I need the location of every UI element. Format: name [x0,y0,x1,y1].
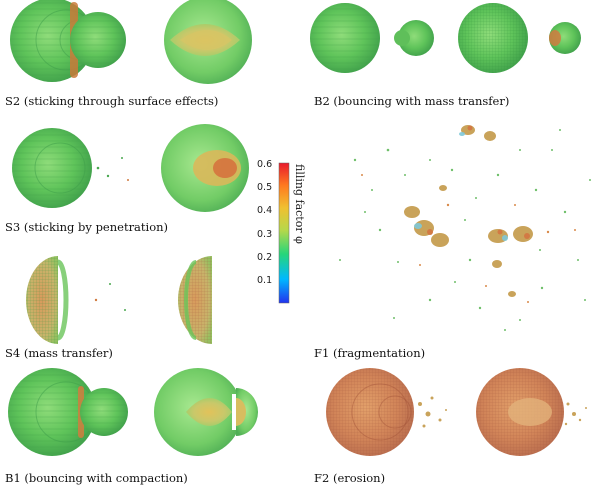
panel-F1-image [339,125,591,331]
colorbar [278,162,290,304]
panel-label-B1: B1 (bouncing with compaction) [5,471,188,485]
colorbar-tick: 0.3 [257,229,273,240]
panel-F2-image [326,368,587,456]
B2-result-small [549,22,581,54]
colorbar-gradient [279,163,289,303]
colorbar-tick: 0.6 [257,159,273,170]
panel-label-B2: B2 (bouncing with mass transfer) [314,94,510,108]
F1-fragment [404,206,420,218]
colorbar-tick: 0.1 [257,275,273,286]
panel-label-S2: S2 (sticking through surface effects) [5,94,219,108]
F1-fragment [484,131,496,141]
panel-label-S3: S3 (sticking by penetration) [5,220,169,234]
panel-S3-image [12,124,249,212]
colorbar-tick: 0.4 [257,205,273,216]
F1-fragment [508,291,516,297]
panel-B1-image [8,368,258,456]
panel-S2-image [10,0,252,84]
colorbar-tick: 0.5 [257,182,273,193]
F2-eroded-zone [508,398,552,426]
F1-fragment [492,260,502,268]
F1-fragment [513,226,533,242]
panel-B2-image [310,3,581,73]
colorbar-tick: 0.2 [257,252,273,263]
colorbar-title: filling factor φ [293,164,306,244]
panel-label-F1: F1 (fragmentation) [314,346,426,360]
F1-fragment [439,185,447,191]
panel-label-S4: S4 (mass transfer) [5,346,113,360]
B1-result-right [236,388,258,436]
panel-label-F2: F2 (erosion) [314,471,386,485]
panel-S4-image [26,256,212,344]
F1-fragment [431,233,449,247]
B2-aggregate-small [398,20,434,56]
